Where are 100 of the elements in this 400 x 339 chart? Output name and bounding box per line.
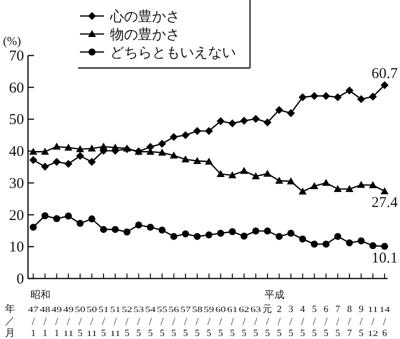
y-tick-label: 20	[9, 208, 24, 224]
point	[322, 178, 330, 186]
point	[76, 152, 84, 160]
point	[88, 144, 96, 152]
point	[240, 116, 248, 125]
point	[76, 145, 84, 152]
point	[298, 188, 307, 195]
point	[358, 237, 365, 244]
point	[88, 215, 96, 222]
point	[252, 228, 260, 235]
y-tick-label: 50	[9, 112, 24, 128]
point	[204, 127, 213, 135]
point	[182, 230, 190, 238]
point	[346, 239, 353, 246]
x-tick-label: 63/5	[250, 305, 259, 339]
x-tick-label: 62/5	[238, 305, 247, 339]
point	[170, 232, 178, 240]
point	[40, 162, 49, 171]
point	[299, 235, 306, 242]
y-tick-label: 0	[16, 272, 24, 288]
point	[52, 142, 61, 150]
data-label: 27.4	[371, 195, 398, 212]
point	[76, 220, 84, 227]
point	[240, 232, 248, 240]
point	[252, 172, 260, 180]
x-tick-label: 56/5	[168, 305, 177, 339]
point	[170, 133, 178, 142]
x-tick-label: 8/7	[347, 305, 352, 339]
text: 平成	[264, 289, 284, 301]
point	[52, 158, 61, 166]
point	[64, 144, 72, 151]
point	[204, 158, 213, 165]
point	[41, 212, 48, 220]
legend-label: 心の豊かさ	[109, 9, 180, 25]
point	[345, 184, 354, 192]
x-tick-label: 48/1	[40, 305, 48, 339]
point	[193, 156, 202, 164]
x-tick-label: 52/5	[122, 305, 130, 339]
x-tick-label: 50/5	[74, 305, 83, 339]
x-tick-label: 5/5	[312, 305, 317, 339]
point	[53, 215, 60, 222]
x-tick-label: 60/5	[215, 305, 224, 339]
point	[275, 176, 284, 184]
point	[170, 152, 178, 159]
y-tick-label: 30	[9, 176, 24, 192]
point	[64, 160, 72, 168]
point	[345, 86, 354, 95]
point	[40, 148, 49, 155]
x-tick-label: 47/1	[28, 305, 36, 339]
point	[322, 92, 330, 100]
text: 年	[5, 303, 15, 315]
point	[158, 226, 166, 234]
point	[310, 182, 318, 190]
x-tick-label: 50/11	[86, 305, 95, 338]
point	[216, 170, 225, 178]
point	[205, 231, 212, 238]
point	[322, 240, 330, 248]
point	[193, 127, 202, 135]
legend-label: どちらともいえない	[110, 46, 236, 61]
point	[334, 93, 342, 102]
y-axis-title: (%)	[3, 34, 21, 48]
point	[240, 166, 248, 174]
x-tick-label: 54/5	[145, 305, 154, 339]
point	[380, 187, 389, 194]
point	[182, 155, 190, 162]
data-label: 10.1	[371, 250, 398, 266]
x-tick-label: 2/5	[276, 305, 282, 339]
y-tick-label: 70	[9, 48, 24, 64]
text: 月	[5, 328, 15, 339]
x-tick-label: 49/11	[63, 305, 72, 338]
x-tick-label: 51/5	[98, 305, 106, 339]
data-label: 60.7	[371, 66, 398, 82]
point	[217, 230, 224, 237]
point	[287, 230, 294, 237]
point	[310, 92, 318, 100]
point	[263, 170, 272, 177]
x-tick-label: 4/5	[300, 305, 305, 339]
point	[30, 224, 37, 231]
x-tick-label: 59/5	[204, 305, 212, 339]
point	[29, 148, 38, 155]
x-tick-label: 58/5	[192, 305, 200, 339]
point	[228, 228, 236, 236]
legend-label: 物の豊かさ	[110, 27, 180, 43]
point	[298, 93, 307, 102]
point	[381, 242, 388, 250]
point	[158, 148, 166, 156]
point	[100, 226, 108, 233]
x-tick-label: 53/5	[133, 305, 142, 339]
point	[111, 144, 120, 151]
point	[100, 142, 108, 150]
point	[380, 81, 389, 90]
point	[286, 177, 295, 184]
point	[264, 228, 271, 235]
x-tick-label: 55/5	[156, 305, 165, 339]
text: 昭和	[30, 289, 50, 301]
point	[228, 119, 236, 128]
point	[369, 242, 376, 250]
y-tick-label: 60	[9, 80, 24, 96]
text: ／	[5, 316, 15, 327]
point	[368, 92, 377, 101]
